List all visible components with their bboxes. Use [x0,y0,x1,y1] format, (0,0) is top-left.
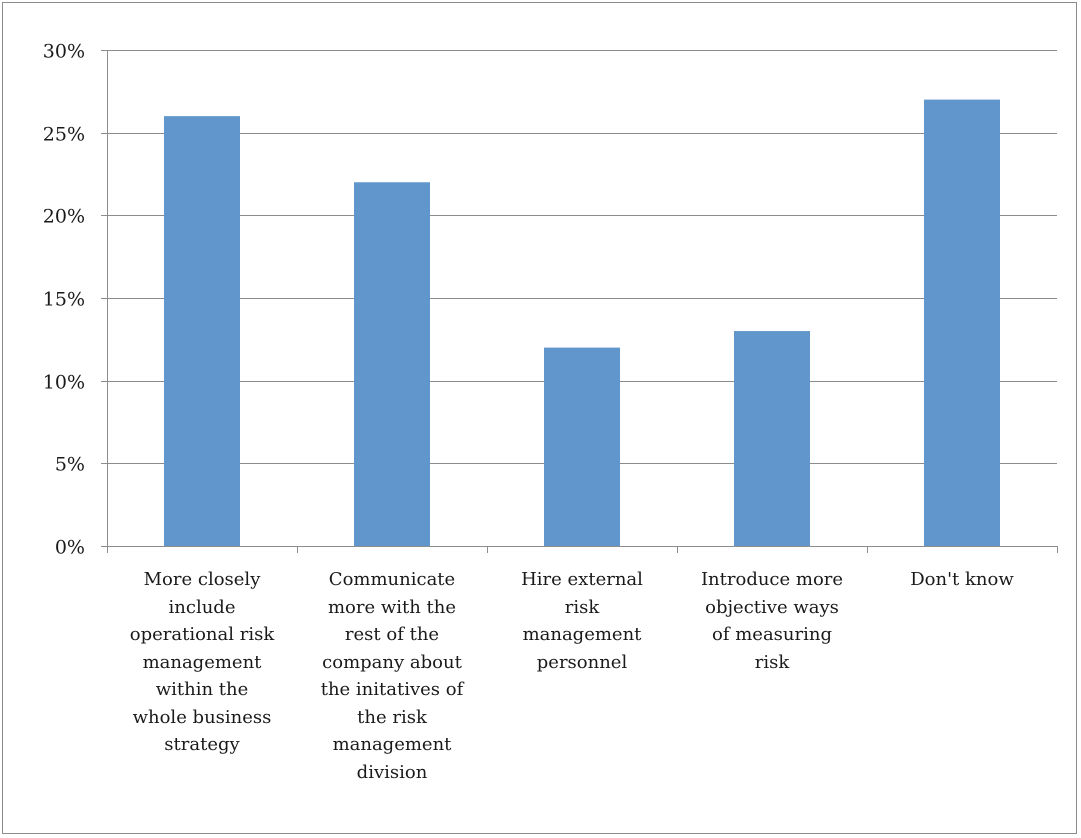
y-tick-label: 20% [43,206,85,228]
bar [164,116,240,546]
bars [164,99,1000,546]
axes [101,50,1058,553]
y-tick-label: 30% [43,41,85,63]
bar [544,347,620,546]
y-tick-label: 25% [43,124,85,146]
y-tick-label: 0% [55,537,85,559]
bar [734,331,810,546]
gridlines [107,50,1057,464]
x-category-label: Hire external risk management personnel [521,569,643,673]
y-tick-label: 15% [43,289,85,311]
x-category-label: Communicate more with the rest of the co… [320,569,464,783]
x-category-label: Introduce more objective ways of measuri… [700,569,844,673]
y-tick-labels: 0% 5% 10% 15% 20% 25% 30% [43,41,85,559]
y-tick-label: 5% [55,454,85,476]
bar [354,182,430,546]
x-category-label: More closely include operational risk ma… [129,569,275,755]
x-category-label: Don't know [910,569,1014,590]
bar [924,99,1000,546]
y-tick-label: 10% [43,372,85,394]
